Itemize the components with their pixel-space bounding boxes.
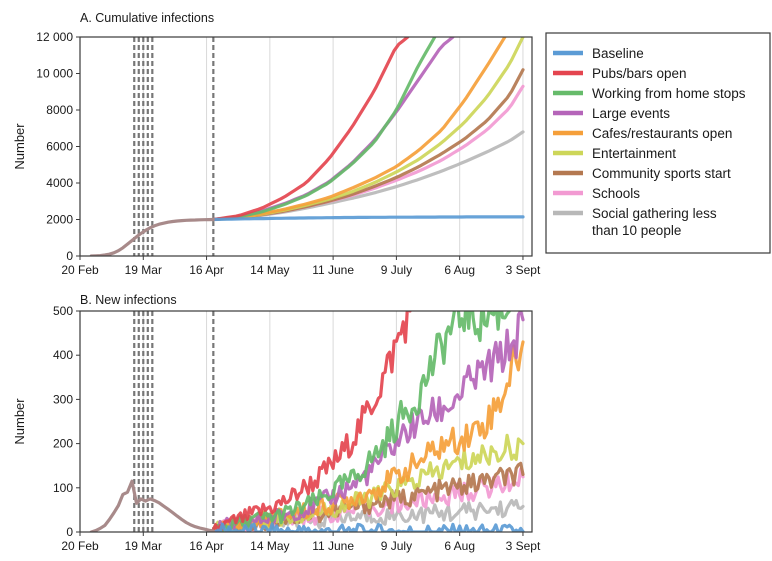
legend-frame	[545, 32, 771, 254]
new-x-tick-label-4: 11 June	[312, 539, 354, 553]
new-y-axis-label: Number	[12, 398, 27, 445]
new-x-tick-label-2: 16 Apr	[189, 539, 224, 553]
cum-y-tick-label-2: 4000	[46, 176, 73, 190]
new-y-tick-label-0: 0	[66, 525, 73, 539]
cum-series-baseline	[211, 215, 525, 222]
new-x-tick-label-3: 14 May	[250, 539, 289, 553]
cum-series-shared-history	[89, 217, 215, 256]
legend-label-cafes-restaurants-open: Cafes/restaurants open	[592, 126, 732, 141]
new-y-tick-label-4: 400	[53, 348, 73, 362]
legend-label-social-gathering-less-than-10-people: Social gathering less	[592, 206, 717, 221]
new-series-large-events	[211, 311, 525, 532]
new-plot-frame	[79, 310, 533, 533]
new-y-tick-label-2: 200	[53, 437, 73, 451]
cum-series-working-from-home-stops	[211, 37, 437, 222]
legend-label-large-events: Large events	[592, 106, 670, 121]
cum-x-tick-label-5: 9 July	[381, 263, 412, 277]
new-x-tick-label-6: 6 Aug	[444, 539, 475, 553]
cum-x-tick-label-2: 16 Apr	[189, 263, 224, 277]
cum-y-tick-label-0: 0	[66, 249, 73, 263]
cum-x-tick-label-0: 20 Feb	[61, 263, 99, 277]
new-series-shared-history	[89, 479, 215, 532]
legend-label-baseline: Baseline	[592, 46, 644, 61]
new-y-tick-label-1: 100	[53, 481, 73, 495]
legend-label-working-from-home-stops: Working from home stops	[592, 86, 746, 101]
cum-series-group	[89, 37, 525, 256]
new-series-pubs-bars-open	[211, 311, 412, 532]
cum-y-tick-label-3: 6000	[46, 140, 73, 154]
cum-series-schools	[211, 84, 525, 222]
new-x-tick-label-7: 3 Sept	[506, 539, 541, 553]
new-series-group	[89, 311, 525, 532]
cum-x-tick-label-7: 3 Sept	[506, 263, 541, 277]
cum-y-axis-label: Number	[12, 123, 27, 170]
cum-plot-frame	[79, 36, 533, 257]
legend-label-community-sports-start: Community sports start	[592, 166, 731, 181]
new-x-tick-label-5: 9 July	[381, 539, 412, 553]
cum-series-cafes-restaurants-open	[211, 37, 507, 222]
new-series-working-from-home-stops	[211, 311, 511, 532]
legend-label-pubs-bars-open: Pubs/bars open	[592, 66, 687, 81]
cum-y-tick-label-6: 12 000	[36, 30, 73, 44]
panel-b-title: B. New infections	[80, 293, 177, 307]
new-x-tick-label-1: 19 Mar	[125, 539, 162, 553]
legend: Baseline Pubs/bars open Working from home …	[545, 32, 771, 254]
legend-label-entertainment: Entertainment	[592, 146, 676, 161]
panel-b-new-infections-chart: 20 Feb 19 Mar 16 Apr 14 May 11 June 9 July 6 A…	[12, 304, 541, 553]
new-series-baseline	[211, 522, 525, 532]
legend-label-schools: Schools	[592, 186, 640, 201]
cum-y-tick-label-5: 10 000	[36, 67, 73, 81]
panel-a-title: A. Cumulative infections	[80, 11, 214, 25]
cum-y-tick-label-4: 8000	[46, 103, 73, 117]
cum-y-tick-label-1: 2000	[46, 213, 73, 227]
new-y-tick-label-5: 500	[53, 304, 73, 318]
cum-x-tick-label-3: 14 May	[250, 263, 289, 277]
cum-series-pubs-bars-open	[211, 37, 410, 222]
legend-label-social-gathering-less-than-10-people-line-2: than 10 people	[592, 223, 681, 238]
new-x-tick-label-0: 20 Feb	[61, 539, 99, 553]
panel-a-cumulative-chart: 20 Feb 19 Mar 16 Apr 14 May 11 June 9 July 6 A…	[12, 30, 541, 277]
cum-x-tick-label-4: 11 June	[312, 263, 354, 277]
cum-x-tick-label-6: 6 Aug	[444, 263, 475, 277]
new-y-tick-label-3: 300	[53, 392, 73, 406]
cum-x-tick-label-1: 19 Mar	[125, 263, 162, 277]
